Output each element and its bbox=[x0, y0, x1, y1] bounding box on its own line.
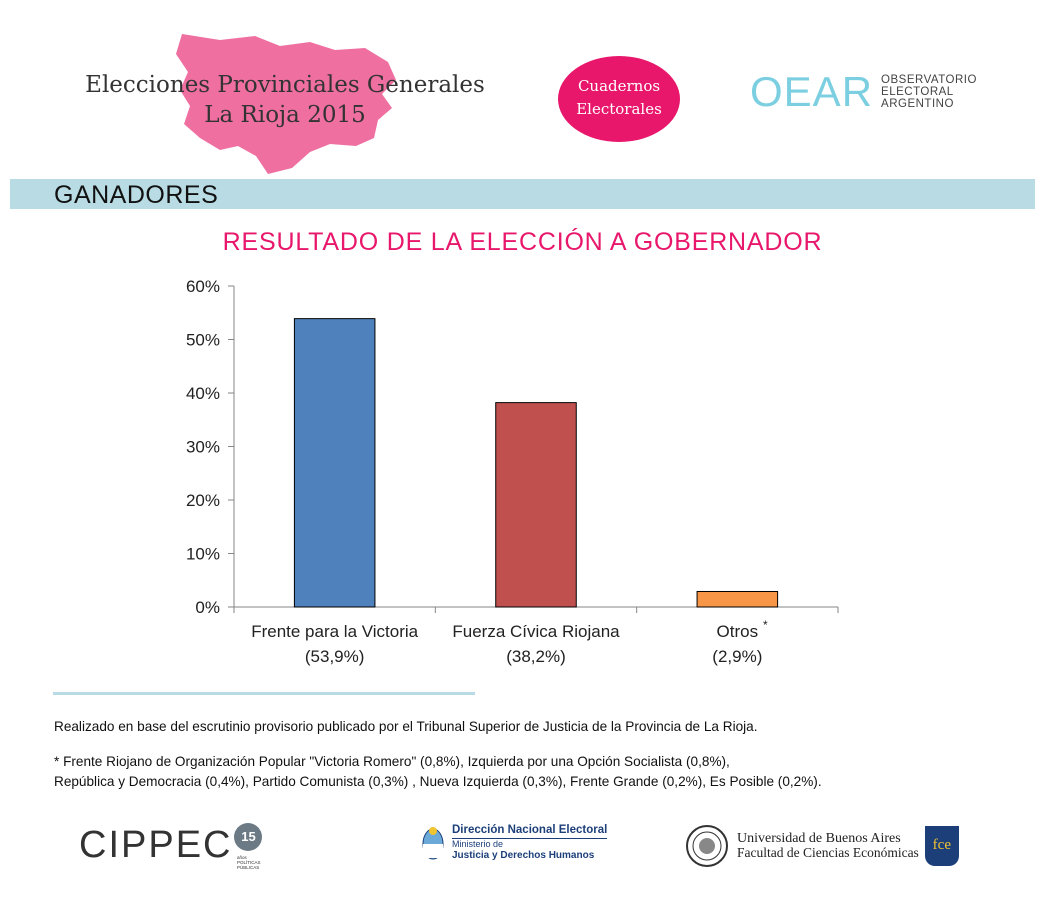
oear-line2: ELECTORAL bbox=[881, 86, 954, 98]
y-tick-label: 40% bbox=[186, 384, 220, 403]
source-note: Realizado en base del escrutinio proviso… bbox=[54, 719, 758, 734]
oear-logo: OEAR OBSERVATORIO ELECTORAL ARGENTINO bbox=[750, 70, 977, 114]
x-tick-value-label: (53,9%) bbox=[305, 647, 365, 666]
oear-logo-mark: OEAR bbox=[750, 68, 874, 115]
cippec-sub1: años bbox=[237, 855, 247, 860]
badge-line1: Cuadernos bbox=[577, 77, 661, 95]
x-tick-value-label: (2,9%) bbox=[712, 647, 762, 666]
uba-line2: Facultad de Ciencias Económicas bbox=[737, 845, 919, 860]
cippec-15-badge: 15 bbox=[234, 822, 263, 851]
cuadernos-electorales-badge: Cuadernos Electorales bbox=[558, 56, 680, 142]
y-tick-label: 50% bbox=[186, 331, 220, 350]
chart-title: RESULTADO DE LA ELECCIÓN A GOBERNADOR bbox=[222, 228, 823, 256]
uba-line1: Universidad de Buenos Aires bbox=[737, 831, 901, 846]
y-tick-label: 20% bbox=[186, 491, 220, 510]
badge-line2: Electorales bbox=[576, 100, 662, 118]
dne-sub2: Justicia y Derechos Humanos bbox=[452, 850, 595, 861]
cippec-sub2: POLÍTICAS bbox=[237, 860, 261, 865]
section-title: GANADORES bbox=[54, 181, 219, 209]
y-tick-label: 0% bbox=[195, 598, 220, 617]
bar bbox=[495, 402, 577, 608]
footnote: * Frente Riojano de Organización Popular… bbox=[54, 752, 1004, 792]
report-title-line1: Elecciones Provinciales Generales bbox=[85, 72, 485, 98]
dne-title: Dirección Nacional Electoral bbox=[452, 824, 608, 839]
footnote-asterisk: * bbox=[763, 618, 768, 632]
oear-line3: ARGENTINO bbox=[881, 98, 954, 110]
y-tick-label: 30% bbox=[186, 438, 220, 457]
footnote-line2: República y Democracia (0,4%), Partido C… bbox=[54, 774, 822, 789]
report-title-line2: La Rioja 2015 bbox=[204, 102, 366, 128]
cippec-logo: CIPPEC 15 bbox=[79, 822, 263, 867]
x-tick-label: Frente para la Victoria bbox=[251, 622, 418, 641]
section-band bbox=[10, 179, 1035, 209]
dne-logo: Dirección Nacional Electoral Ministerio … bbox=[422, 824, 608, 862]
cippec-subtext: años POLÍTICAS PÚBLICAS bbox=[237, 855, 261, 870]
divider-rule bbox=[53, 692, 475, 695]
cippec-sub3: PÚBLICAS bbox=[237, 865, 260, 870]
oear-logo-text: OBSERVATORIO ELECTORAL ARGENTINO bbox=[881, 74, 977, 110]
x-tick-label: Otros bbox=[717, 622, 759, 641]
fce-shield-logo: fce bbox=[924, 826, 959, 866]
uba-seal-icon bbox=[686, 825, 728, 867]
dne-sub1: Ministerio de bbox=[452, 839, 504, 849]
report-title: Elecciones Provinciales Generales La Rio… bbox=[60, 70, 510, 130]
x-tick-value-label: (38,2%) bbox=[506, 647, 566, 666]
argentina-shield-icon bbox=[422, 827, 444, 860]
cippec-wordmark: CIPPEC bbox=[79, 824, 233, 866]
bar bbox=[696, 590, 779, 608]
x-tick-label: Fuerza Cívica Riojana bbox=[452, 622, 620, 641]
la-rioja-map-shape bbox=[176, 34, 396, 174]
uba-logo: Universidad de Buenos Aires Facultad de … bbox=[685, 824, 959, 868]
footnote-line1: * Frente Riojano de Organización Popular… bbox=[54, 754, 730, 769]
oear-line1: OBSERVATORIO bbox=[881, 74, 977, 86]
y-tick-label: 60% bbox=[186, 277, 220, 296]
bar bbox=[293, 318, 376, 608]
y-tick-label: 10% bbox=[186, 545, 220, 564]
